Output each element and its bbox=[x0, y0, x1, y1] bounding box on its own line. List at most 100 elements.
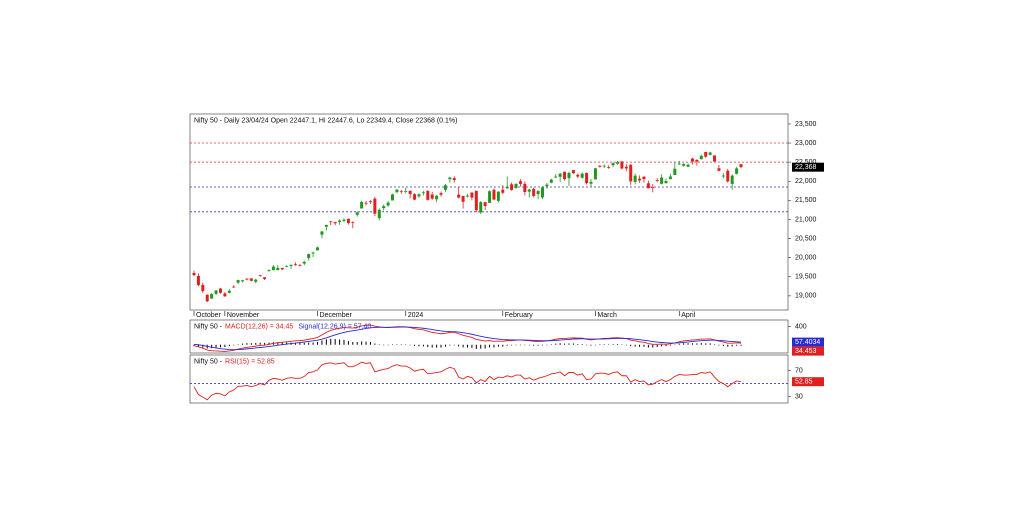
candle-body bbox=[285, 265, 289, 267]
histogram-bar bbox=[616, 343, 618, 345]
candle-body bbox=[342, 219, 346, 221]
histogram-bar bbox=[564, 343, 566, 345]
histogram-bar bbox=[630, 344, 632, 347]
histogram-bar bbox=[396, 344, 398, 345]
candle-body bbox=[196, 275, 200, 286]
y-tick-label: 22,000 bbox=[795, 178, 817, 185]
y-tick-label: 21,000 bbox=[795, 216, 817, 223]
histogram-bar bbox=[537, 344, 539, 346]
histogram-bar bbox=[237, 344, 239, 345]
candle-body bbox=[726, 170, 730, 182]
histogram-bar bbox=[524, 344, 526, 346]
legend-entry: Signal(12,26,9) = 57.40 bbox=[298, 323, 371, 330]
histogram-bar bbox=[308, 342, 310, 345]
month-label: February bbox=[505, 312, 534, 319]
histogram-bar bbox=[409, 344, 411, 346]
candle-body bbox=[413, 194, 417, 200]
candle-body bbox=[496, 191, 500, 201]
histogram-bar bbox=[259, 342, 261, 345]
candle-body bbox=[346, 218, 350, 224]
y-tick-label: 22,500 bbox=[795, 159, 817, 166]
histogram-bar bbox=[449, 344, 451, 346]
histogram-bar bbox=[608, 344, 610, 345]
candle-body bbox=[611, 163, 615, 166]
candle-body bbox=[364, 202, 368, 204]
histogram-bar bbox=[299, 342, 301, 345]
histogram-bar bbox=[356, 342, 358, 345]
month-label: October bbox=[196, 312, 222, 319]
candle-body bbox=[302, 261, 306, 264]
series-line bbox=[193, 361, 742, 401]
histogram-bar bbox=[740, 344, 742, 346]
y-tick-label: 19,000 bbox=[795, 293, 817, 300]
candle-body bbox=[360, 201, 364, 209]
histogram-bar bbox=[378, 344, 380, 345]
series-line bbox=[193, 326, 742, 351]
histogram-bar bbox=[312, 342, 314, 345]
histogram-bar bbox=[321, 340, 323, 345]
histogram-bar bbox=[722, 344, 724, 347]
panel-frame bbox=[189, 319, 789, 354]
candle-body bbox=[488, 191, 492, 203]
candle-body bbox=[620, 161, 624, 169]
histogram-bar bbox=[652, 344, 654, 348]
candle-body bbox=[439, 193, 443, 195]
histogram-bar bbox=[317, 342, 319, 345]
histogram-bar bbox=[502, 344, 504, 347]
histogram-bar bbox=[625, 344, 627, 346]
candle-body bbox=[585, 173, 589, 184]
candle-body bbox=[505, 186, 509, 189]
candle-body bbox=[223, 293, 227, 297]
candle-body bbox=[201, 284, 205, 292]
histogram-bar bbox=[211, 344, 213, 349]
histogram-bar bbox=[471, 344, 473, 348]
month-label: March bbox=[597, 312, 617, 319]
histogram-bar bbox=[594, 344, 596, 346]
candle-body bbox=[421, 192, 425, 194]
histogram-bar bbox=[431, 344, 433, 348]
y-tick-label: 23,000 bbox=[795, 140, 817, 147]
candle-body bbox=[717, 168, 721, 171]
histogram-bar bbox=[714, 344, 716, 346]
candle-body bbox=[263, 277, 267, 279]
candle-body bbox=[730, 175, 734, 184]
panel-title: Nifty 50 - bbox=[194, 323, 223, 330]
end-value-label: 34.453 bbox=[795, 348, 817, 355]
candle-body bbox=[593, 168, 597, 180]
candle-body bbox=[316, 247, 320, 251]
candle-body bbox=[686, 164, 690, 167]
histogram-bar bbox=[475, 344, 477, 349]
month-label: April bbox=[681, 312, 695, 319]
candle-body bbox=[695, 160, 699, 162]
histogram-bar bbox=[444, 344, 446, 347]
histogram-bar bbox=[546, 344, 548, 346]
histogram-bar bbox=[541, 344, 543, 346]
candle-body bbox=[598, 165, 602, 167]
histogram-bar bbox=[330, 338, 332, 345]
candle-body bbox=[615, 162, 619, 164]
candle-body bbox=[329, 221, 333, 223]
end-value-box bbox=[792, 162, 824, 172]
candle-body bbox=[258, 274, 262, 276]
histogram-bar bbox=[418, 344, 420, 347]
candle-body bbox=[532, 188, 536, 196]
histogram-bar bbox=[242, 343, 244, 345]
candle-body bbox=[536, 191, 540, 195]
histogram-bar bbox=[325, 339, 327, 345]
histogram-bar bbox=[709, 343, 711, 345]
candle-body bbox=[629, 164, 633, 182]
histogram-bar bbox=[422, 344, 424, 347]
y-tick-label: 23,500 bbox=[795, 121, 817, 128]
candle-body bbox=[307, 253, 311, 259]
candle-body bbox=[735, 168, 739, 174]
histogram-bar bbox=[197, 344, 199, 347]
histogram-bar bbox=[361, 341, 363, 345]
candle-body bbox=[241, 280, 245, 282]
candle-body bbox=[311, 252, 315, 254]
candle-body bbox=[607, 167, 611, 168]
histogram-bar bbox=[665, 344, 667, 347]
series-line bbox=[193, 324, 742, 352]
panel-title: Nifty 50 - Daily 23/04/24 Open 22447.1, … bbox=[194, 117, 457, 124]
candle-body bbox=[298, 264, 302, 266]
histogram-bar bbox=[374, 343, 376, 345]
